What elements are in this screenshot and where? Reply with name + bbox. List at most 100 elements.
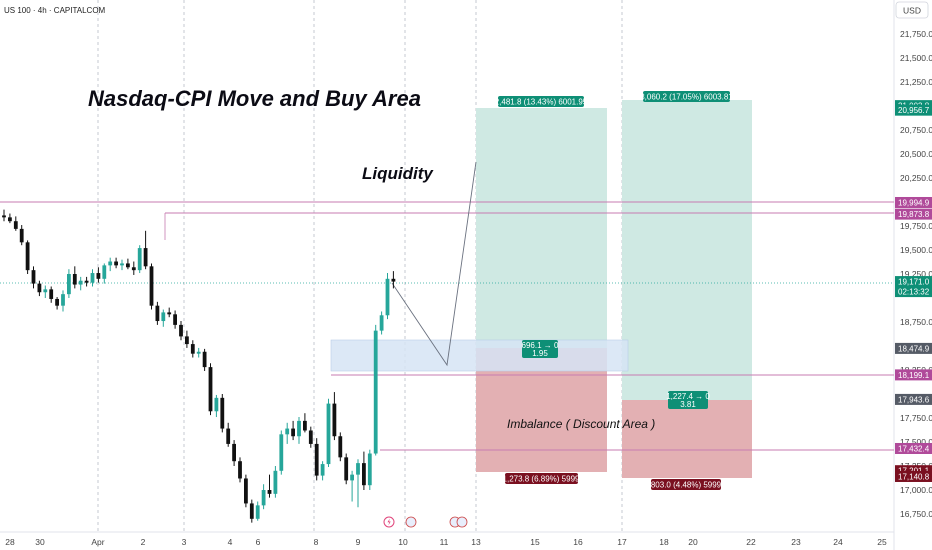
price-tag[interactable]	[895, 393, 932, 405]
price-tag[interactable]	[895, 465, 932, 477]
candle-body	[367, 453, 372, 486]
candle	[143, 230, 148, 270]
us-flag-event-icon-3[interactable]	[456, 516, 468, 528]
price-tag-label: 17,943.6	[898, 395, 930, 404]
candle-body	[385, 278, 390, 316]
time-axis-bg[interactable]	[0, 532, 932, 550]
imbalance-zone[interactable]	[330, 339, 629, 372]
currency-label: USD	[903, 6, 921, 16]
candle	[214, 394, 219, 418]
candle	[8, 213, 12, 224]
candle-body	[244, 478, 248, 504]
time-tick-label: 13	[471, 537, 481, 547]
candle-body	[96, 273, 101, 279]
price-tag[interactable]	[895, 104, 932, 116]
candle-body	[226, 428, 231, 444]
candle	[273, 466, 278, 498]
candle	[126, 258, 130, 270]
position-2-labels[interactable]: 3,060.2 (17.05%) 6003.81 1,227.4 → 0 3.8…	[640, 91, 733, 490]
position-1-labels[interactable]: 2,481.8 (13.43%) 6001.95 696.1 → 0 1.95 …	[495, 96, 588, 484]
candle-body	[255, 505, 260, 519]
position-1-stop-tag[interactable]	[505, 473, 578, 484]
candle	[356, 459, 360, 508]
candle	[179, 321, 183, 341]
candle-body	[102, 265, 107, 279]
candle	[267, 474, 272, 498]
position-1-entry-tag[interactable]	[522, 340, 558, 358]
candle	[78, 276, 83, 291]
candle	[37, 280, 42, 297]
candles-layer	[2, 209, 396, 523]
candle-body	[232, 443, 236, 462]
candle-body	[90, 273, 95, 283]
time-tick-label: 10	[398, 537, 408, 547]
currency-button[interactable]	[895, 1, 929, 19]
position-tools[interactable]	[476, 100, 752, 478]
candle	[173, 310, 177, 329]
position-2-loss-zone[interactable]	[622, 400, 752, 478]
candle-body	[126, 263, 130, 268]
candle-body	[131, 267, 136, 271]
candle-body	[214, 397, 219, 412]
price-tag[interactable]	[895, 208, 932, 220]
price-tag[interactable]	[895, 196, 932, 208]
imbalance-annotation[interactable]: Imbalance ( Discount Area )	[507, 417, 655, 431]
position-2-entry-line2: 3.81	[680, 400, 696, 409]
price-tick-label: 20,250.0	[900, 173, 932, 183]
candle-body	[84, 280, 89, 283]
price-tag[interactable]	[895, 470, 932, 482]
price-tick-label: 19,750.0	[900, 221, 932, 231]
liquidity-annotation[interactable]: Liquidity	[362, 164, 434, 183]
position-1-target-tag[interactable]	[498, 96, 584, 107]
price-tag-label: 20,956.7	[898, 106, 930, 115]
price-tag[interactable]	[895, 342, 932, 354]
time-tick-label: 8	[314, 537, 319, 547]
price-tag-label: 17,432.4	[898, 444, 930, 453]
position-2-target-tag[interactable]	[643, 91, 730, 102]
price-tag[interactable]	[895, 286, 932, 298]
price-tick-label: 20,750.0	[900, 125, 932, 135]
candle-body	[249, 503, 254, 519]
candle-body	[338, 436, 343, 458]
candle	[285, 422, 290, 444]
candle-body	[31, 270, 36, 284]
economic-events[interactable]	[383, 516, 468, 528]
price-tag[interactable]	[895, 442, 932, 454]
price-tick-label: 20,500.0	[900, 149, 932, 159]
candle-body	[55, 298, 59, 306]
price-tag-label: 17,140.8	[898, 472, 930, 481]
candle-body	[303, 420, 307, 431]
chart-title-annotation[interactable]: Nasdaq-CPI Move and Buy Area	[88, 86, 421, 111]
candle-body	[314, 443, 319, 476]
candle	[208, 363, 213, 416]
candle	[391, 271, 396, 289]
candle-body	[25, 242, 30, 271]
candle-body	[332, 403, 337, 437]
price-tag[interactable]	[895, 369, 932, 381]
candle	[385, 273, 390, 320]
position-1-profit-zone[interactable]	[476, 108, 607, 348]
projection-path[interactable]	[391, 161, 477, 367]
level-lines[interactable]	[0, 201, 894, 451]
position-2-stop-tag[interactable]	[651, 479, 721, 490]
price-tags[interactable]: 21,003.820,956.719,994.919,873.819,171.0…	[895, 100, 932, 482]
position-2-entry-tag[interactable]	[668, 391, 708, 409]
candle	[90, 269, 95, 287]
candle	[249, 499, 254, 523]
candle-body	[108, 261, 113, 266]
candle	[202, 348, 207, 371]
candle-body	[72, 274, 77, 285]
candle	[137, 245, 142, 274]
price-tick-label: 16,750.0	[900, 509, 932, 519]
candle-body	[67, 274, 71, 295]
price-tag[interactable]	[895, 276, 932, 288]
position-2-profit-zone[interactable]	[622, 100, 752, 400]
symbol-label[interactable]: US 100 · 4h · CAPITALCOM	[4, 6, 106, 15]
us-flag-event-icon[interactable]	[405, 516, 417, 528]
candle-body	[379, 315, 384, 331]
time-axis[interactable]: 28 30 Apr 2 3 4 6 8 9 10 11 13 15 16 17 18 20 22 23 24 25	[5, 537, 887, 547]
candle	[19, 225, 24, 246]
position-1-entry-line2: 1.95	[532, 349, 548, 358]
candle	[108, 257, 113, 272]
